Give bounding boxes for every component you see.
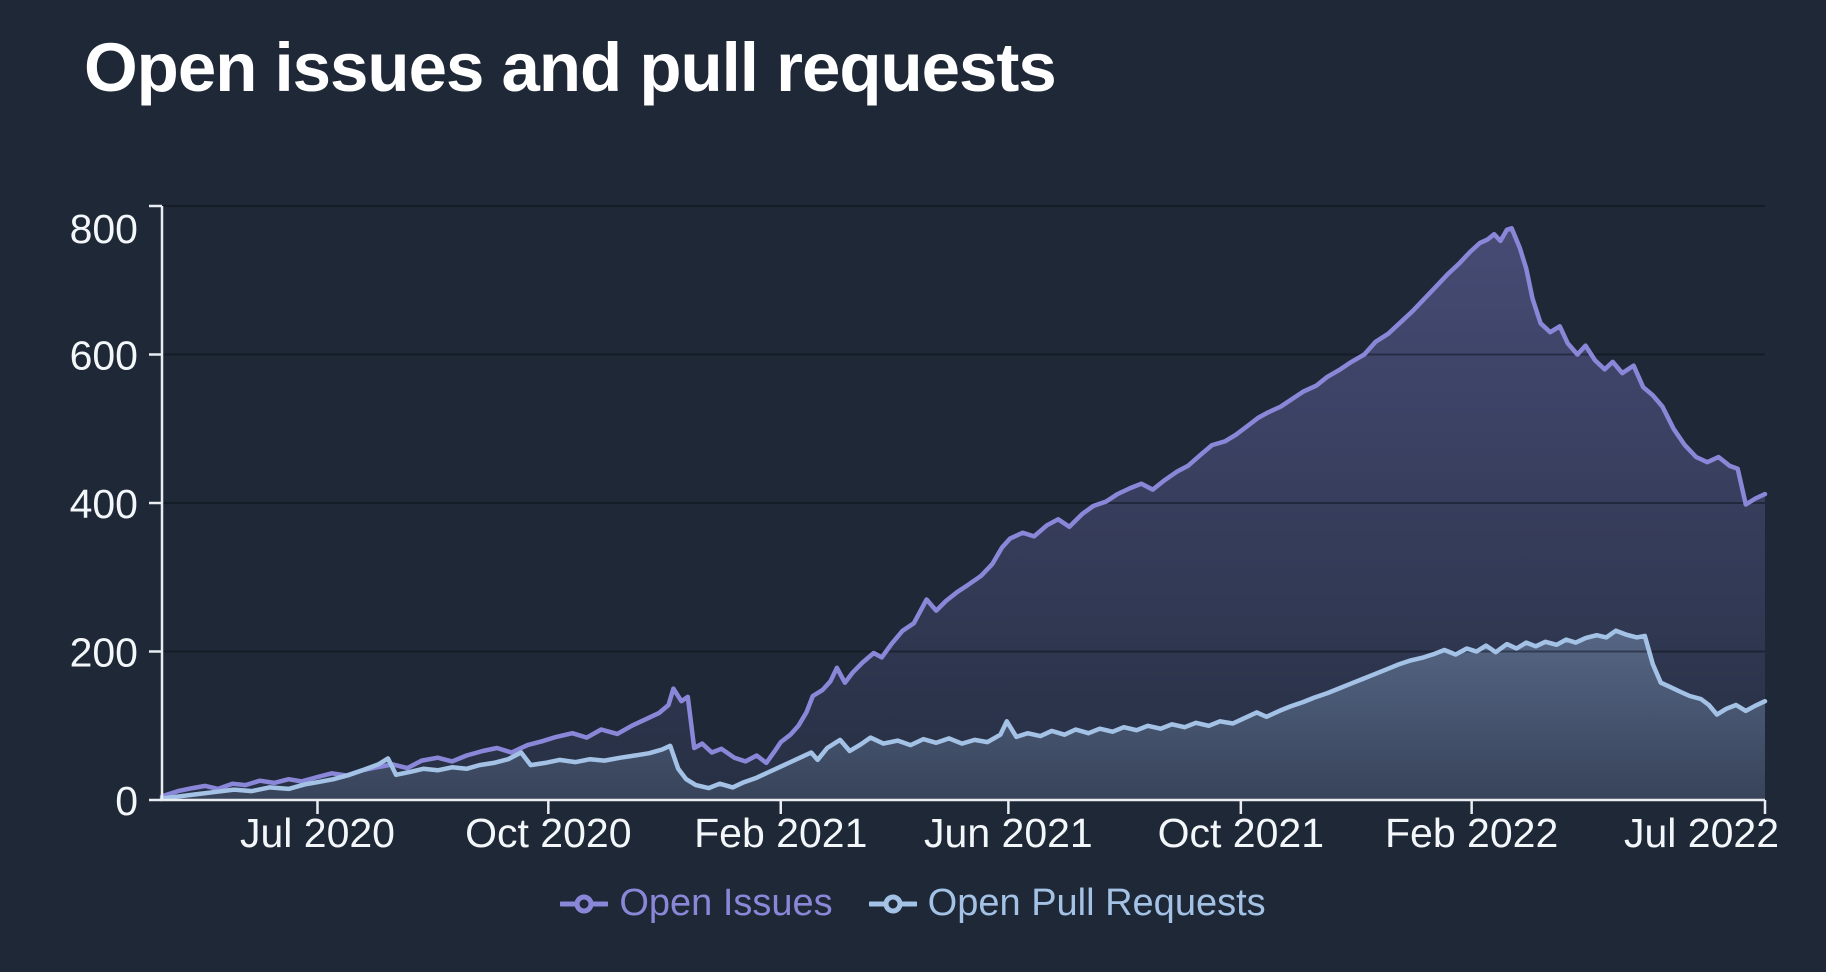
y-axis-label: 400 (70, 481, 138, 527)
y-axis-label: 800 (70, 206, 138, 252)
area-open-issues (162, 228, 1765, 801)
x-axis-label: Jul 2022 (1624, 810, 1779, 856)
legend-label: Open Pull Requests (927, 882, 1266, 924)
line-open-issues[interactable] (159, 226, 1768, 799)
legend-item-open-pull-requests[interactable]: Open Pull Requests (868, 882, 1266, 925)
x-axis-label: Jun 2021 (924, 810, 1093, 856)
series-lines (159, 226, 1768, 801)
y-axis-label: 0 (115, 778, 138, 824)
series-areas (162, 228, 1765, 801)
axes (149, 204, 1767, 814)
x-axis-label: Feb 2022 (1385, 810, 1558, 856)
x-axis-label: Feb 2021 (694, 810, 867, 856)
line-open-pull-requests[interactable] (159, 628, 1768, 801)
area-open-pull-requests (162, 630, 1765, 800)
axis-labels: 0 200 400 600 800 Jul 2020 Oct 2020 Feb 2021 Jun… (70, 206, 1779, 856)
legend-label: Open Issues (619, 882, 833, 924)
legend-item-open-issues[interactable]: Open Issues (560, 882, 833, 925)
page-title: Open issues and pull requests (84, 29, 1057, 106)
y-axis-label: 600 (70, 333, 138, 379)
y-axis-label: 200 (70, 630, 138, 676)
open-pull-requests-marker-icon (868, 894, 917, 914)
legend: Open Issues Open Pull Requests (0, 882, 1826, 925)
x-axis-label: Jul 2020 (240, 810, 395, 856)
x-axis-label: Oct 2020 (465, 810, 631, 856)
x-axis-label: Oct 2021 (1158, 810, 1324, 856)
open-issues-marker-icon (560, 894, 609, 914)
